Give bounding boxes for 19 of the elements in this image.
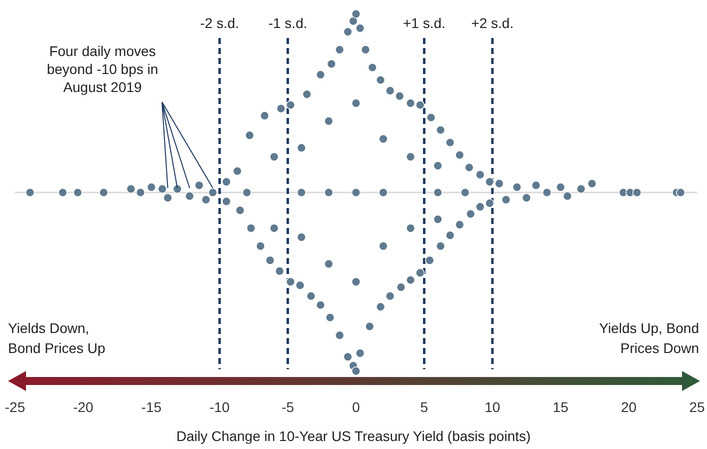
x-axis-title: Daily Change in 10-Year US Treasury Yield (basis points) [175, 428, 532, 444]
x-tick-label: 0 [352, 398, 360, 415]
ref-line-label: +2 s.d. [471, 15, 514, 32]
x-tick-label: 15 [552, 398, 569, 415]
x-tick-label: -25 [4, 398, 26, 415]
ref-line-label: -2 s.d. [200, 15, 240, 32]
ref-line-label: +1 s.d. [402, 15, 446, 32]
x-tick-label: -5 [282, 398, 294, 415]
x-tick-label: -15 [141, 398, 162, 415]
x-tick-label: -10 [209, 398, 230, 415]
annotation: Four daily moves beyond -10 bps in August 2019 [46, 42, 160, 96]
annotation: Yields Down, Bond Prices Up [8, 319, 106, 358]
x-tick-label: -20 [73, 398, 94, 415]
ref-line-label: -1 s.d. [268, 15, 308, 32]
x-tick-label: 10 [484, 398, 500, 415]
annotation: Yields Up, Bond Prices Down [598, 319, 699, 358]
x-tick-label: 25 [689, 398, 705, 415]
x-tick-label: 20 [621, 398, 637, 415]
x-tick-label: 5 [420, 398, 428, 415]
